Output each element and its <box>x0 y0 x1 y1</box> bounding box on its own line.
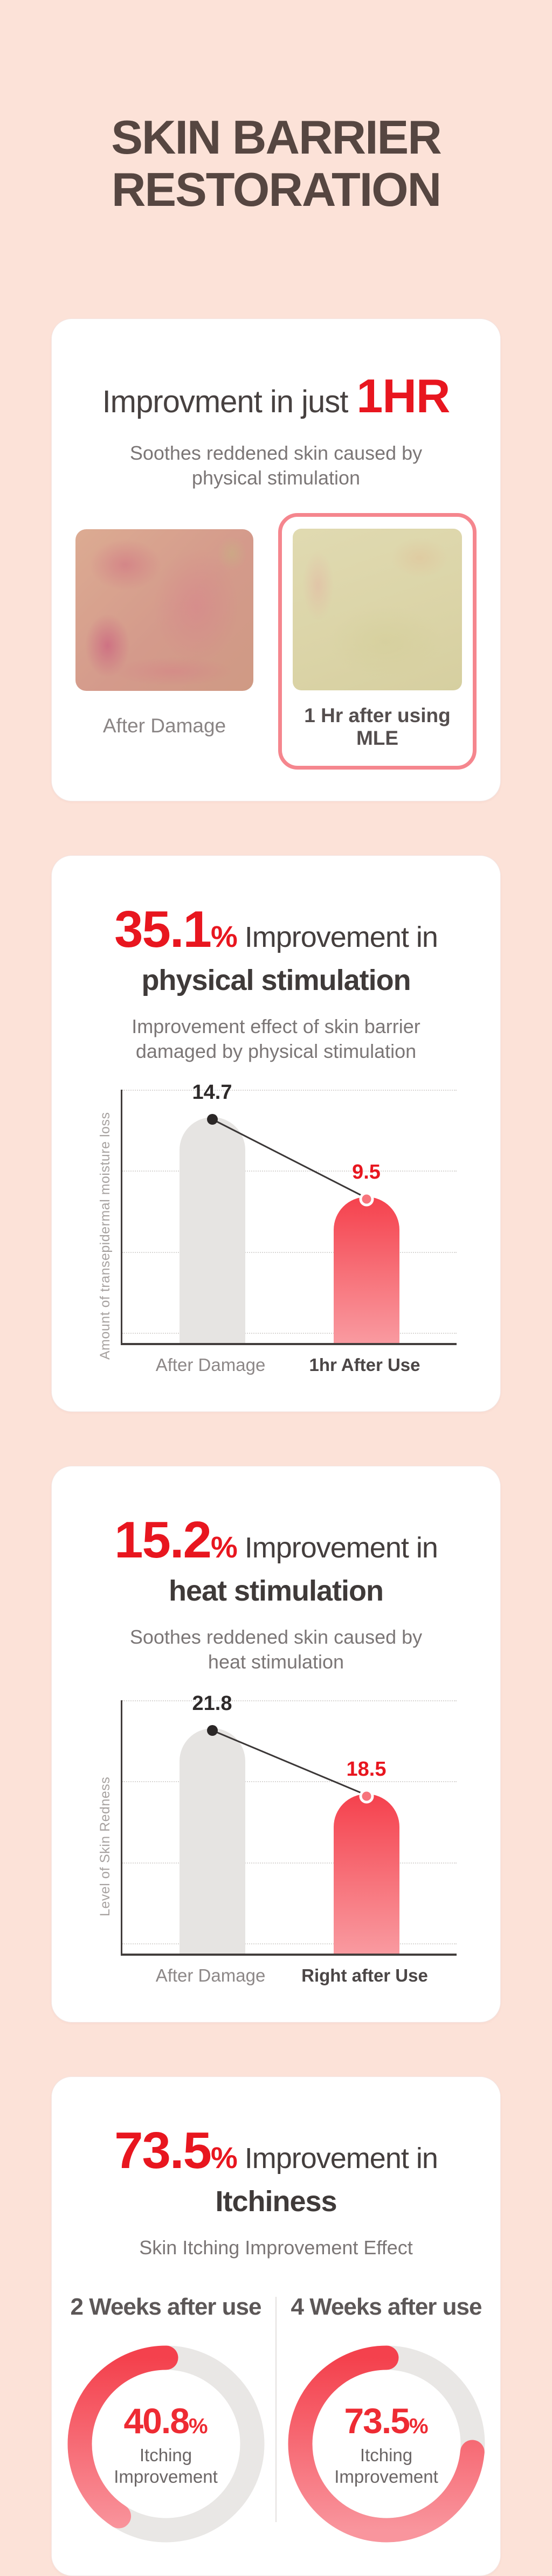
y-axis-label: Amount of transepidermal moisture loss <box>97 1112 113 1360</box>
percent-sign: % <box>210 919 238 953</box>
gridline <box>122 1700 457 1702</box>
stat-headline-itch: 73.5% Improvement in <box>52 2121 500 2180</box>
bar-value-label: 9.5 <box>352 1160 381 1183</box>
after-panel: 1 Hr after using MLE <box>278 513 477 770</box>
heat-subtitle: Soothes reddened skin caused by heat sti… <box>129 1625 423 1673</box>
stat-headline-bold: Itchiness <box>215 2185 337 2218</box>
donut-column-header: 2 Weeks after use <box>70 2294 262 2321</box>
stat-headline-rest: Improvement in <box>244 2142 438 2175</box>
bar-after-damage <box>179 1728 245 1954</box>
gridline <box>122 1943 457 1945</box>
connector-overlay <box>206 1113 374 1207</box>
stat-headline-physical: 35.1% Improvement in <box>52 900 500 959</box>
donut-chart-row: 2 Weeks after use 40.8% Itching Improvemen… <box>52 2294 500 2546</box>
bar-1hr-after-use <box>333 1196 399 1343</box>
gridline <box>122 1251 457 1253</box>
page-title-line2: RESTORATION <box>111 162 441 216</box>
bar-after-damage <box>179 1117 245 1343</box>
bar-value-label: 14.7 <box>192 1081 232 1104</box>
before-after-comparison: After Damage 1 Hr after using MLE <box>52 513 500 770</box>
donut-column-header: 4 Weeks after use <box>291 2294 482 2321</box>
column-divider <box>275 2297 277 2523</box>
page-title: SKIN BARRIER RESTORATION <box>0 110 552 216</box>
donut-chart: 40.8% Itching Improvement <box>66 2344 266 2544</box>
percent-sign: % <box>210 2141 238 2175</box>
after-label: 1 Hr after using MLE <box>304 704 451 749</box>
hero-heading-text: Improvment in just <box>102 384 349 419</box>
bar-value-label: 18.5 <box>346 1758 387 1781</box>
chart-plot-area: 21.8 18.5 <box>120 1692 457 1956</box>
percent-sign: % <box>210 1529 238 1564</box>
donut-column-1: 2 Weeks after use 40.8% Itching Improvemen… <box>56 2294 275 2544</box>
bar-chart-moisture-loss: Amount of transepidermal moisture loss 14… <box>52 1081 500 1382</box>
stat-headline-bold: physical stimulation <box>141 964 411 996</box>
hero-heading-highlight: 1HR <box>356 369 450 423</box>
hero-subtitle: Soothes reddened skin caused by physical… <box>129 441 423 489</box>
donut-arc <box>67 2345 264 2543</box>
gridline <box>122 1862 457 1864</box>
donut-caption: Itching Improvement <box>114 2445 218 2487</box>
donut-chart: 73.5% Itching Improvement <box>287 2344 486 2544</box>
stat-percentage: 15.2 <box>114 1511 212 1569</box>
stat-headline-bold: heat stimulation <box>168 1574 384 1607</box>
physical-subtitle: Improvement effect of skin barrier damag… <box>132 1015 420 1062</box>
bar-right-after-use <box>333 1794 399 1954</box>
donut-percentage: 40.8% <box>123 2400 208 2441</box>
card-itchiness: 73.5% Improvement in Itchiness Skin Itchi… <box>51 2076 501 2576</box>
page-title-line1: SKIN BARRIER <box>111 110 442 164</box>
skin-image-after-damage <box>75 529 253 691</box>
gridline <box>122 1333 457 1334</box>
card-one-hour-improvement: Improvment in just 1HR Soothes reddened s… <box>51 318 501 801</box>
bar-chart-skin-redness: Level of Skin Redness 21.8 18.5 After Damag… <box>52 1692 500 1992</box>
gridline <box>122 1171 457 1172</box>
chart-plot-area: 14.7 9.5 <box>120 1081 457 1345</box>
before-panel: After Damage <box>75 513 253 737</box>
y-axis-label: Level of Skin Redness <box>97 1776 113 1916</box>
stat-percentage: 73.5 <box>114 2122 212 2180</box>
x-axis-label: After Damage <box>155 1965 266 1986</box>
donut-caption: Itching Improvement <box>334 2445 438 2487</box>
bar-value-label: 21.8 <box>192 1692 232 1715</box>
before-label: After Damage <box>102 714 226 737</box>
stat-headline-rest: Improvement in <box>244 920 438 953</box>
stat-headline-heat: 15.2% Improvement in <box>52 1511 500 1570</box>
stat-headline-rest: Improvement in <box>244 1531 438 1564</box>
itch-subtitle: Skin Itching Improvement Effect <box>139 2236 413 2259</box>
x-axis-label: Right after Use <box>301 1965 428 1986</box>
x-axis-label: 1hr After Use <box>309 1354 420 1375</box>
donut-percentage: 73.5% <box>344 2400 429 2441</box>
stat-percentage: 35.1 <box>114 900 212 958</box>
skin-image-after-mle <box>293 528 462 690</box>
gridline <box>122 1781 457 1783</box>
gridline <box>122 1089 457 1091</box>
donut-column-2: 4 Weeks after use 73.5% Itching Improvemen… <box>277 2294 496 2544</box>
x-axis-label: After Damage <box>155 1354 266 1375</box>
connector-overlay <box>206 1725 374 1804</box>
hero-heading: Improvment in just 1HR <box>52 369 500 424</box>
card-physical-stimulation: 35.1% Improvement in physical stimulation… <box>51 855 501 1412</box>
card-heat-stimulation: 15.2% Improvement in heat stimulation Soo… <box>51 1465 501 2023</box>
